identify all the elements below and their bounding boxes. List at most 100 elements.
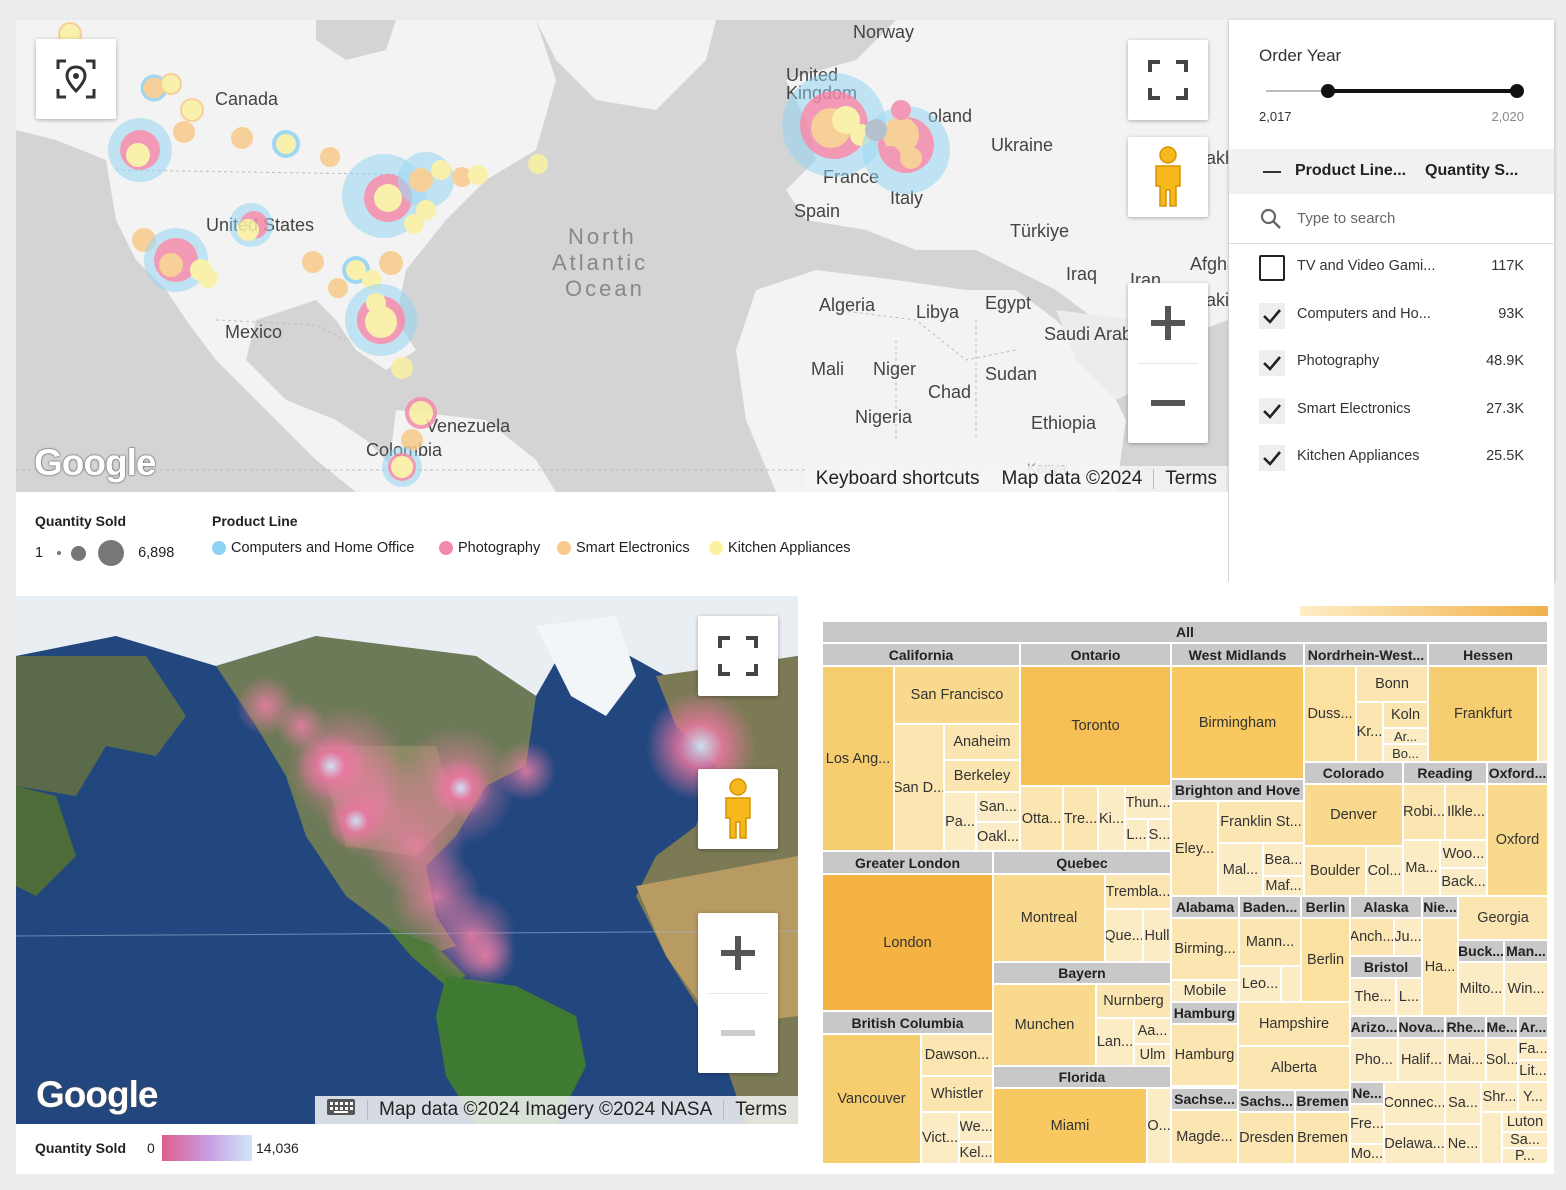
- treemap-cell[interactable]: Mal...: [1218, 843, 1263, 896]
- treemap-cell[interactable]: Alberta: [1238, 1046, 1350, 1090]
- treemap-cell[interactable]: Vancouver: [822, 1034, 921, 1164]
- treemap-cell[interactable]: Y...: [1518, 1082, 1548, 1112]
- treemap-header[interactable]: Greater London: [822, 851, 993, 874]
- treemap-header[interactable]: Hessen: [1428, 643, 1548, 666]
- treemap-cell[interactable]: Koln: [1383, 702, 1428, 728]
- treemap-cell[interactable]: Ilkle...: [1445, 784, 1487, 840]
- treemap-header[interactable]: Buck...: [1458, 940, 1504, 962]
- treemap-cell[interactable]: Otta...: [1020, 786, 1063, 851]
- treemap-cell[interactable]: Duss...: [1304, 666, 1356, 762]
- treemap-cell[interactable]: Frankfurt: [1428, 666, 1538, 762]
- treemap-cell[interactable]: San D...: [894, 724, 944, 851]
- treemap-header[interactable]: Bayern: [993, 962, 1171, 984]
- treemap-cell[interactable]: Ma...: [1403, 840, 1440, 896]
- treemap-cell[interactable]: Nurnberg: [1096, 984, 1171, 1018]
- treemap-header[interactable]: California: [822, 643, 1020, 666]
- treemap-cell[interactable]: Thun...: [1125, 786, 1171, 819]
- zoom-out-button[interactable]: [1128, 363, 1208, 443]
- header-product-line[interactable]: Product Line...: [1295, 162, 1407, 179]
- filter-row-tv[interactable]: TV and Video Gami... 117K: [1229, 247, 1554, 287]
- collapse-minus-icon[interactable]: [1263, 171, 1281, 173]
- treemap-cell[interactable]: Whistler: [921, 1076, 993, 1112]
- fullscreen-button[interactable]: [1128, 40, 1208, 120]
- treemap-cell[interactable]: Toronto: [1020, 666, 1171, 786]
- treemap-cell[interactable]: Bonn: [1356, 666, 1428, 702]
- terms-link[interactable]: Terms: [1165, 468, 1217, 489]
- filter-search[interactable]: Type to search: [1229, 194, 1554, 244]
- bubble-map[interactable]: Norway Canada United Kingdom oland Ukrai…: [16, 20, 1228, 492]
- legend-item[interactable]: Kitchen Appliances: [709, 540, 851, 556]
- treemap-header[interactable]: Brighton and Hove: [1171, 779, 1304, 801]
- filter-row-smart-electronics[interactable]: Smart Electronics 27.3K: [1229, 390, 1554, 430]
- fullscreen-button[interactable]: [698, 616, 778, 696]
- treemap-cell[interactable]: Denver: [1304, 784, 1403, 846]
- treemap-cell[interactable]: Vict...: [921, 1112, 959, 1164]
- zoom-in-button[interactable]: [698, 913, 778, 993]
- treemap-cell[interactable]: Anch...: [1350, 918, 1394, 956]
- keyboard-icon[interactable]: [315, 1098, 367, 1122]
- treemap-cell[interactable]: Dawson...: [921, 1034, 993, 1076]
- treemap-header[interactable]: Reading: [1403, 762, 1487, 784]
- treemap-header[interactable]: Ne...: [1350, 1082, 1384, 1104]
- treemap-header[interactable]: Quebec: [993, 851, 1171, 874]
- treemap-cell[interactable]: Halif...: [1398, 1038, 1445, 1082]
- treemap-cell[interactable]: Georgia: [1458, 896, 1548, 940]
- treemap-cell[interactable]: Lit...: [1518, 1060, 1548, 1082]
- treemap-cell[interactable]: Bea...: [1263, 843, 1304, 876]
- treemap-cell[interactable]: Bo...: [1383, 744, 1428, 762]
- filter-row-computers[interactable]: Computers and Ho... 93K: [1229, 295, 1554, 335]
- treemap-header[interactable]: Nordrhein-West...: [1304, 643, 1428, 666]
- treemap-cell[interactable]: Hamburg: [1171, 1024, 1238, 1086]
- checkbox-checked[interactable]: [1259, 350, 1285, 376]
- treemap-header[interactable]: Bristol: [1350, 956, 1422, 978]
- treemap-header[interactable]: Sachse...: [1171, 1088, 1238, 1110]
- treemap-cell[interactable]: Pho...: [1350, 1038, 1398, 1082]
- treemap-cell[interactable]: Berkeley: [944, 760, 1020, 792]
- header-quantity[interactable]: Quantity S...: [1425, 162, 1519, 179]
- treemap-header[interactable]: Ar...: [1518, 1016, 1548, 1038]
- treemap-header[interactable]: Bremen: [1295, 1090, 1350, 1112]
- treemap-header[interactable]: Sachs...: [1238, 1090, 1295, 1112]
- treemap-cell[interactable]: Ki...: [1098, 786, 1125, 851]
- treemap-cell[interactable]: Birmingham: [1171, 666, 1304, 779]
- treemap-cell[interactable]: Los Ang...: [822, 666, 894, 851]
- bubble-layer[interactable]: [16, 20, 1228, 492]
- street-view-pegman[interactable]: [698, 769, 778, 849]
- checkbox-unchecked[interactable]: [1259, 255, 1285, 281]
- treemap-cell[interactable]: San Francisco: [894, 666, 1020, 724]
- year-slider-min-handle[interactable]: [1321, 84, 1335, 98]
- zoom-out-button[interactable]: [698, 993, 778, 1073]
- treemap-cell[interactable]: Ulm: [1134, 1044, 1171, 1066]
- treemap-cell[interactable]: Oxford: [1487, 784, 1548, 896]
- checkbox-checked[interactable]: [1259, 445, 1285, 471]
- treemap-cell[interactable]: Ar...: [1383, 728, 1428, 744]
- checkbox-checked[interactable]: [1259, 398, 1285, 424]
- year-slider-max-handle[interactable]: [1510, 84, 1524, 98]
- treemap-cell[interactable]: Oakl...: [976, 822, 1020, 851]
- legend-item[interactable]: Smart Electronics: [557, 540, 690, 556]
- treemap-cell[interactable]: Woo...: [1440, 840, 1487, 868]
- treemap-header[interactable]: Baden...: [1239, 896, 1301, 918]
- treemap-cell[interactable]: Trembla...: [1105, 874, 1171, 909]
- treemap-header[interactable]: Alabama: [1171, 896, 1239, 918]
- treemap-cell[interactable]: Ne...: [1445, 1124, 1481, 1164]
- treemap-header[interactable]: Arizo...: [1350, 1016, 1398, 1038]
- treemap-header[interactable]: West Midlands: [1171, 643, 1304, 666]
- treemap-cell[interactable]: O...: [1147, 1088, 1171, 1164]
- treemap-header[interactable]: Ontario: [1020, 643, 1171, 666]
- treemap-cell[interactable]: Leo...: [1239, 966, 1281, 1002]
- treemap-cell[interactable]: Connec...: [1384, 1082, 1445, 1124]
- treemap-cell[interactable]: London: [822, 874, 993, 1011]
- treemap-cell[interactable]: Sa...: [1445, 1082, 1481, 1124]
- treemap-cell[interactable]: Maf...: [1263, 876, 1304, 896]
- zoom-in-button[interactable]: [1128, 283, 1208, 363]
- my-location-button[interactable]: [36, 39, 116, 119]
- treemap-cell[interactable]: Sol...: [1486, 1038, 1518, 1082]
- treemap-cell[interactable]: Que...: [1105, 909, 1143, 962]
- treemap-cell[interactable]: Back...: [1440, 868, 1487, 896]
- treemap-cell[interactable]: Mobile: [1171, 980, 1239, 1002]
- treemap-cell[interactable]: Fa...: [1518, 1038, 1548, 1060]
- heatmap-map[interactable]: Google Map data ©2024 Imagery ©2024 NASA…: [16, 596, 798, 1124]
- terms-link[interactable]: Terms: [735, 1099, 787, 1120]
- treemap-header[interactable]: Florida: [993, 1066, 1171, 1088]
